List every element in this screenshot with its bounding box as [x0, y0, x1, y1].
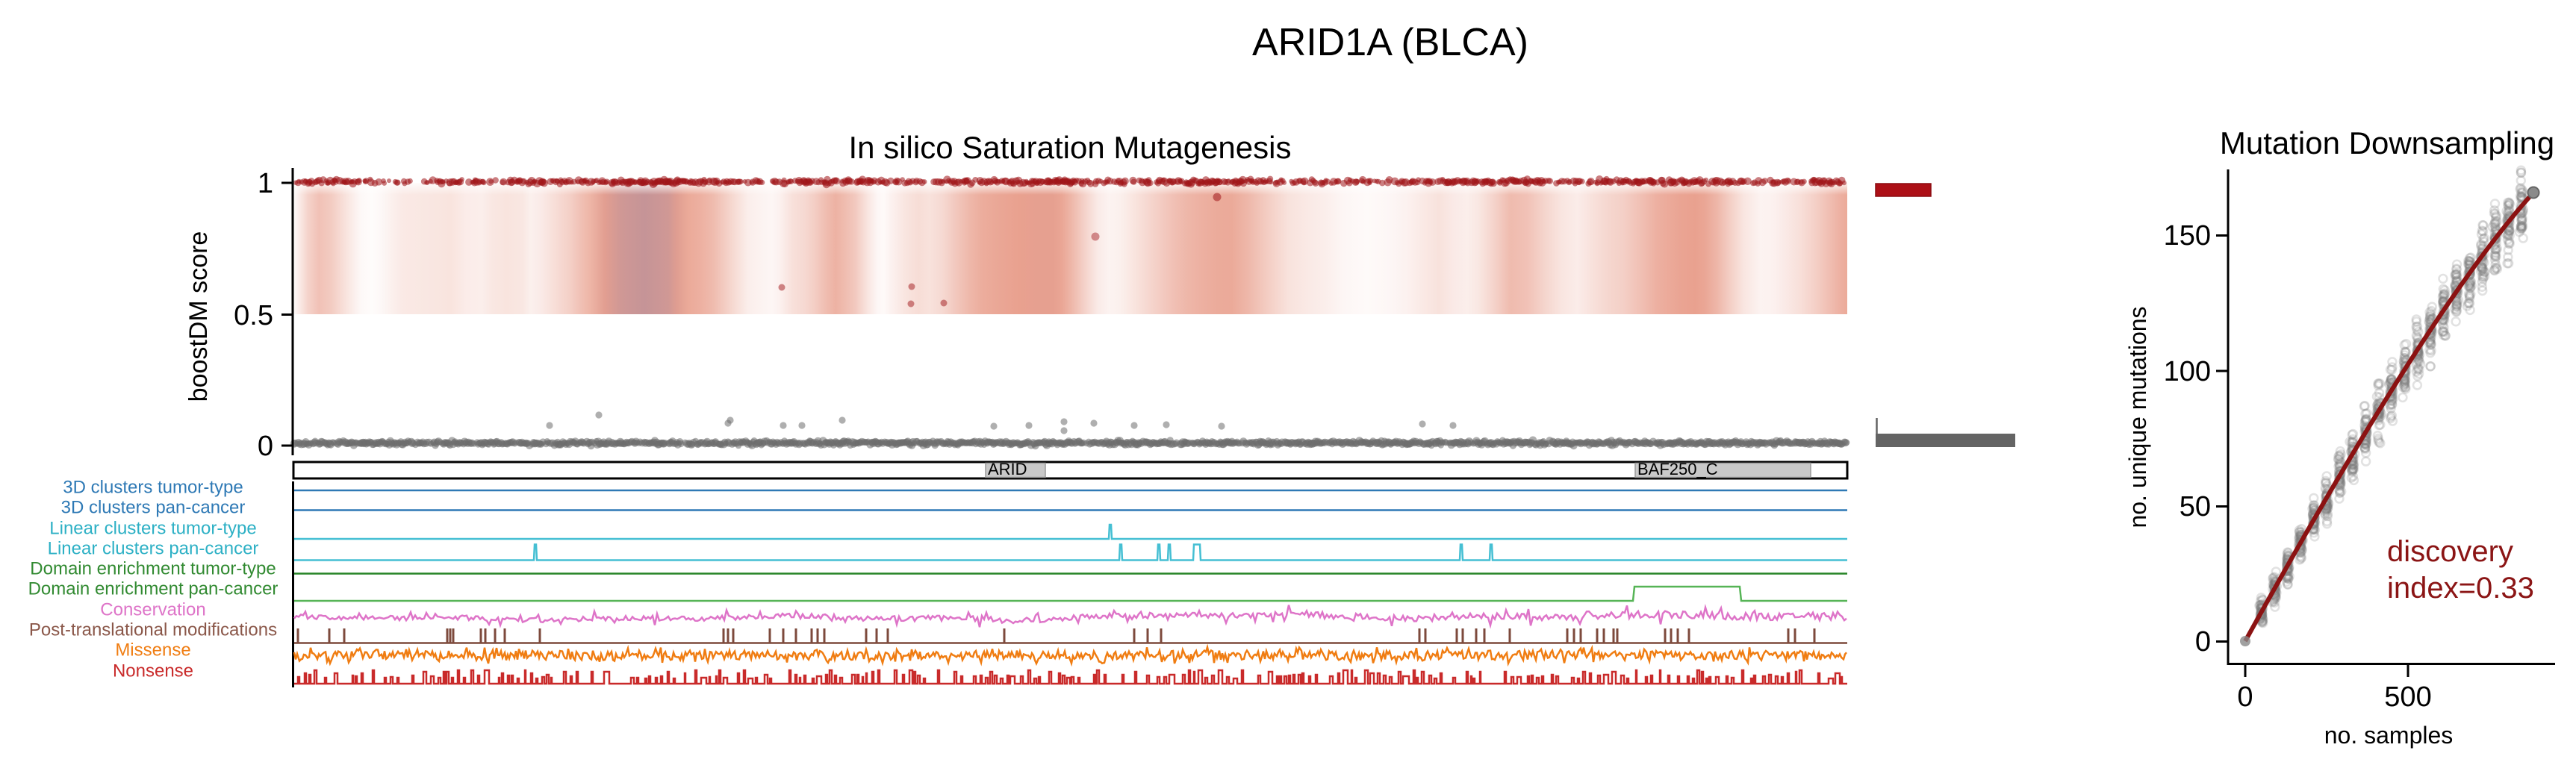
svg-text:50: 50 [2180, 491, 2211, 522]
svg-text:3D clusters tumor-type: 3D clusters tumor-type [63, 478, 243, 498]
svg-text:0: 0 [258, 431, 273, 462]
svg-text:Linear clusters pan-cancer: Linear clusters pan-cancer [48, 539, 259, 559]
svg-text:Domain enrichment tumor-type: Domain enrichment tumor-type [30, 559, 276, 579]
svg-text:Mutation Downsampling: Mutation Downsampling [2220, 125, 2554, 160]
svg-text:500: 500 [2384, 681, 2431, 713]
svg-text:boostDM score: boostDM score [184, 231, 213, 402]
svg-text:1: 1 [258, 168, 273, 199]
svg-text:In silico Saturation Mutagenes: In silico Saturation Mutagenesis [849, 130, 1292, 165]
svg-text:0: 0 [2237, 681, 2253, 713]
svg-text:0: 0 [2195, 626, 2211, 658]
svg-text:discovery: discovery [2387, 535, 2513, 568]
svg-text:Nonsense: Nonsense [113, 661, 193, 681]
svg-text:BAF250_C: BAF250_C [1637, 460, 1718, 478]
svg-text:0.5: 0.5 [234, 300, 273, 331]
svg-text:ARID1A (BLCA): ARID1A (BLCA) [1252, 21, 1528, 64]
svg-text:no. samples: no. samples [2324, 722, 2454, 749]
svg-text:100: 100 [2164, 356, 2211, 387]
svg-text:Conservation: Conservation [100, 600, 205, 620]
svg-text:Missense: Missense [115, 640, 190, 661]
svg-text:150: 150 [2164, 220, 2211, 252]
svg-text:Domain enrichment pan-cancer: Domain enrichment pan-cancer [28, 579, 279, 599]
svg-text:no. unique mutations: no. unique mutations [2124, 306, 2151, 528]
svg-text:ARID: ARID [988, 460, 1027, 478]
svg-text:index=0.33: index=0.33 [2387, 572, 2534, 605]
svg-text:Post-translational modificatio: Post-translational modifications [29, 620, 277, 640]
svg-text:Linear clusters tumor-type: Linear clusters tumor-type [49, 519, 256, 539]
svg-text:3D clusters pan-cancer: 3D clusters pan-cancer [61, 498, 246, 518]
